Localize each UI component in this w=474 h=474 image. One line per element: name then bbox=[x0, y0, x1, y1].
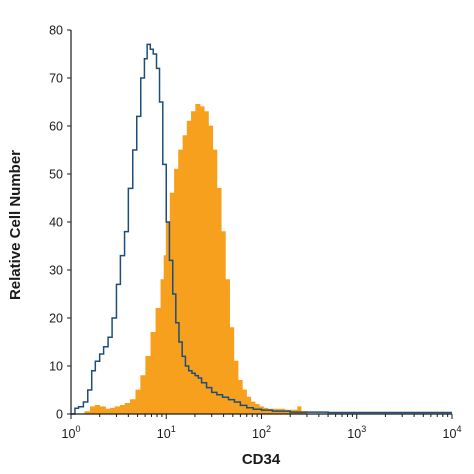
y-tick-label: 20 bbox=[49, 312, 63, 326]
x-tick-label: 101 bbox=[157, 424, 176, 441]
series-layer bbox=[71, 43, 452, 415]
y-tick-label: 50 bbox=[49, 168, 63, 182]
x-axis-title: CD34 bbox=[242, 451, 281, 468]
x-tick-label: 104 bbox=[443, 424, 462, 441]
ticks-layer: 0 10 20 30 40 50 60 70 80 100 101 102 103 104 bbox=[49, 24, 461, 442]
y-tick-label: 80 bbox=[49, 24, 63, 38]
y-tick-label: 0 bbox=[56, 408, 63, 422]
isotype-control-histogram bbox=[71, 43, 452, 415]
x-tick-label: 102 bbox=[252, 424, 271, 441]
x-tick-label: 100 bbox=[62, 424, 81, 441]
y-axis-title: Relative Cell Number bbox=[7, 150, 24, 300]
y-tick-label: 40 bbox=[49, 216, 63, 230]
y-tick-label: 60 bbox=[49, 120, 63, 134]
x-tick-label: 103 bbox=[347, 424, 366, 441]
y-tick-label: 10 bbox=[49, 360, 63, 374]
cd34-stained-histogram bbox=[78, 104, 308, 415]
y-tick-label: 70 bbox=[49, 72, 63, 86]
y-tick-label: 30 bbox=[49, 264, 63, 278]
